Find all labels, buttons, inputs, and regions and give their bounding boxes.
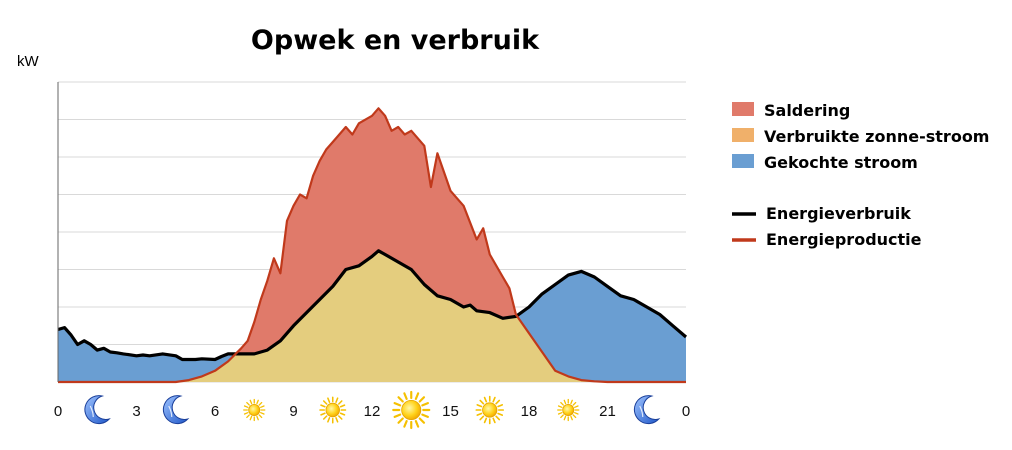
area-verbruikte-zonne-stroom [58,250,686,382]
x-tick-label: 0 [682,403,690,420]
sun-icon [475,395,505,425]
sun-icon [392,390,431,430]
moon-icon [633,395,661,425]
line-energieverbruik [57,249,688,362]
legend-label: Energieproductie [766,230,922,249]
moon-icon [162,395,190,425]
sun-icon [319,396,347,424]
x-tick-label: 12 [364,403,381,420]
line-energieproductie [58,107,686,384]
moon-icon [84,395,111,425]
x-tick-label: 3 [132,403,140,420]
legend: Saldering Verbruikte zonne-stroom Gekochte… [732,101,989,249]
x-tick-label: 21 [599,403,616,420]
legend-swatch [732,128,754,142]
x-axis-icons [84,390,661,430]
plot-areas [58,108,686,383]
x-tick-label: 18 [521,403,538,420]
area-saldering [58,108,686,383]
legend-swatch [732,154,754,168]
legend-label: Saldering [764,101,850,120]
x-axis-ticks: 0 3 6 9 12 15 18 21 0 [54,403,690,420]
x-tick-label: 9 [289,403,297,420]
y-axis-unit: kW [17,53,40,70]
legend-swatch [732,102,754,116]
chart-title: Opwek en verbruik [251,25,540,56]
legend-label: Verbruikte zonne-stroom [764,127,989,146]
x-tick-label: 15 [442,403,459,420]
legend-label: Gekochte stroom [764,153,918,172]
sun-icon [243,398,266,422]
legend-label: Energieverbruik [766,204,911,223]
x-tick-label: 6 [211,403,219,420]
x-tick-label: 0 [54,403,62,420]
sun-icon [557,398,580,422]
